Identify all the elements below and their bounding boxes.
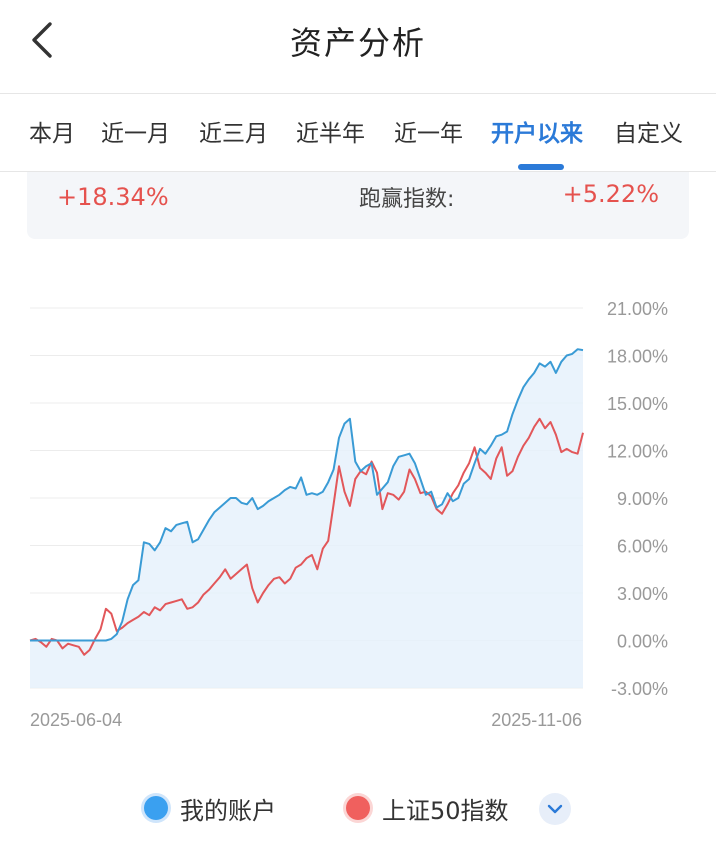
tab-this-month[interactable]: 本月 [29,114,75,148]
return-value: +18.34% [57,183,169,211]
y-tick-label: 6.00% [617,537,668,557]
active-tab-indicator [518,164,564,170]
return-summary-card: +18.34% 跑赢指数: +5.22% [27,172,689,239]
account-legend-label: 我的账户 [180,791,276,826]
excess-return-label: 跑赢指数: [359,181,454,213]
y-tick-label: 0.00% [617,632,668,652]
excess-return-value: +5.22% [563,180,659,208]
y-tick-label: 9.00% [617,489,668,509]
y-tick-label: 15.00% [607,394,668,414]
y-tick-label: 12.00% [607,442,668,462]
app-header: 资产分析 [0,0,716,94]
y-tick-label: -3.00% [611,679,668,699]
account-legend-dot [144,796,168,820]
y-axis-tick-labels: 21.00% 18.00% 15.00% 12.00% 9.00% 6.00% 3.00% 0… [607,299,668,699]
tab-last-6-months[interactable]: 近半年 [296,114,365,148]
y-tick-label: 21.00% [607,299,668,319]
x-axis-start-label: 2025-06-04 [30,710,122,730]
legend-item-account[interactable]: 我的账户 [144,790,276,826]
period-tabs: 本月 近一月 近三月 近半年 近一年 开户以来 自定义 [0,94,716,172]
x-axis-end-label: 2025-11-06 [491,710,582,730]
legend-item-index[interactable]: 上证50指数 [346,790,509,826]
tab-since-opening[interactable]: 开户以来 [491,114,583,148]
legend-toggle-button[interactable] [539,793,571,825]
index-legend-dot [346,796,370,820]
tab-custom[interactable]: 自定义 [614,114,683,148]
tab-last-3-months[interactable]: 近三月 [199,114,268,148]
y-tick-label: 18.00% [607,347,668,367]
tab-last-year[interactable]: 近一年 [394,114,463,148]
return-line-chart[interactable]: 21.00% 18.00% 15.00% 12.00% 9.00% 6.00% 3.00% 0… [0,280,716,740]
tab-last-month[interactable]: 近一月 [101,114,170,148]
page-title: 资产分析 [0,18,716,64]
index-legend-label: 上证50指数 [382,791,509,826]
chevron-down-icon [539,793,571,825]
y-tick-label: 3.00% [617,584,668,604]
